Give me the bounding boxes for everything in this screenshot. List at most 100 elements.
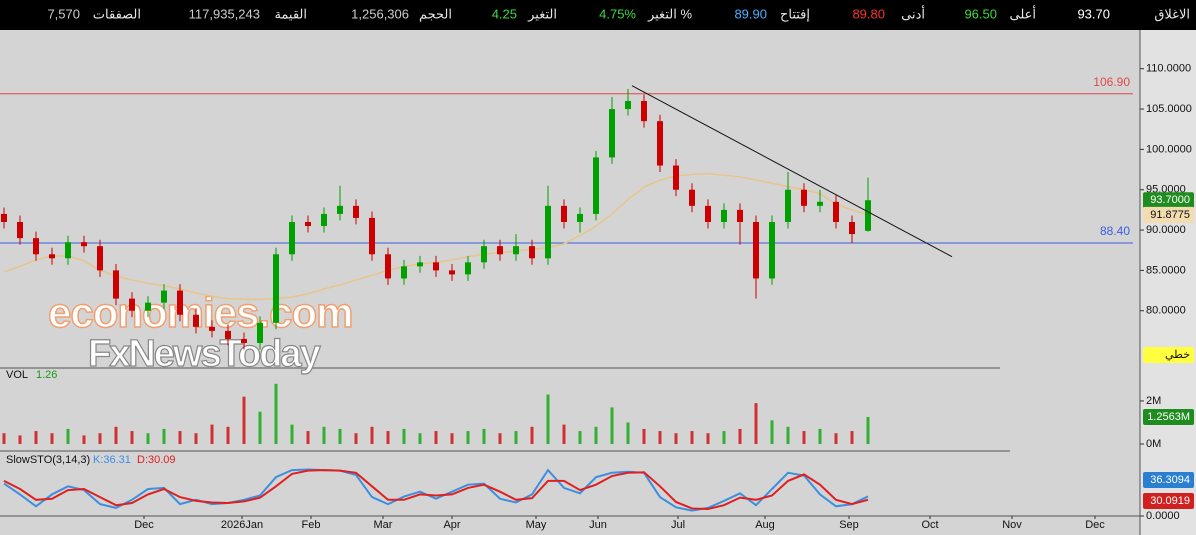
- style-badge-bg: [1143, 347, 1194, 363]
- candle-body: [257, 322, 263, 343]
- volume-bar: [290, 424, 294, 444]
- ma-badge: 91.8775: [1150, 209, 1190, 221]
- candle-body: [129, 298, 135, 311]
- ticker-label: التغير %: [647, 6, 692, 22]
- volume-bar: [466, 431, 470, 444]
- ticker-value: 4.25: [492, 6, 517, 21]
- volume-bar: [258, 411, 262, 444]
- candle-body: [817, 201, 823, 206]
- legend-entry: D:30.09: [137, 454, 176, 466]
- volume-bar: [114, 426, 118, 444]
- style-badge: خطي: [1165, 349, 1190, 361]
- ticker-value: 7,570: [47, 6, 80, 21]
- y-tick-label: 100.0000: [1146, 143, 1192, 155]
- candle-body: [289, 221, 295, 255]
- volume-bar: [738, 428, 742, 444]
- stochastic-line: [3, 468, 869, 512]
- candle-body: [641, 100, 647, 122]
- candle-body: [545, 205, 551, 259]
- candle-body: [385, 254, 391, 279]
- volume-bar: [754, 403, 758, 444]
- candle-body: [753, 221, 759, 279]
- candle-body: [657, 121, 663, 166]
- x-tick-label: Dec: [134, 519, 154, 531]
- volume-bar: [34, 431, 38, 444]
- x-tick-label: Jun: [589, 519, 607, 531]
- panel-title: SlowSTO(3,14,3): [6, 454, 90, 466]
- x-tick-label: May: [526, 519, 547, 531]
- x-tick-label: 2026Jan: [221, 519, 263, 531]
- candle-body: [529, 246, 535, 259]
- volume-bar: [322, 426, 326, 444]
- y-tick-label: 85.0000: [1146, 264, 1186, 276]
- volume-bar: [530, 426, 534, 444]
- x-tick-label: Feb: [302, 519, 321, 531]
- candle-body: [737, 209, 743, 222]
- y-tick-label: 110.0000: [1146, 63, 1191, 75]
- candle-body: [193, 314, 199, 327]
- ticker-value: 89.80: [852, 6, 885, 21]
- volume-bar: [178, 431, 182, 444]
- candle-body: [465, 262, 471, 275]
- candle-body: [241, 338, 247, 343]
- ticker-label: التغير: [527, 6, 557, 22]
- y-tick-label: 0M: [1146, 438, 1161, 450]
- candle-body: [433, 262, 439, 271]
- volume-bar: [18, 435, 22, 444]
- legend-entry: K:36.31: [93, 454, 131, 466]
- volume-bar: [66, 428, 70, 444]
- x-tick-label: Apr: [443, 519, 460, 531]
- volume-bar: [610, 407, 614, 444]
- candle-body: [81, 242, 87, 247]
- candle-body: [801, 189, 807, 206]
- volume-bar: [162, 428, 166, 444]
- volume-bar: [818, 428, 822, 444]
- volume-bar: [674, 433, 678, 444]
- panel-title: VOL: [6, 369, 28, 381]
- volume-bar: [546, 394, 550, 444]
- volume-bar: [434, 431, 438, 444]
- candle-body: [369, 217, 375, 255]
- d-badge-bg: [1143, 493, 1194, 509]
- trendline: [631, 85, 953, 258]
- volume-bar: [50, 433, 54, 444]
- candle-body: [209, 326, 215, 331]
- watermark: economies.com: [48, 289, 352, 336]
- volume-badge: 1.2563M: [1147, 411, 1190, 423]
- k-badge: 36.3094: [1150, 474, 1190, 486]
- volume-bar: [642, 428, 646, 444]
- watermark: FxNewsToday: [88, 333, 321, 375]
- volume-bar: [370, 426, 374, 444]
- candle-body: [481, 246, 487, 263]
- ticker-label: الصفقات: [93, 6, 141, 21]
- candle-body: [449, 270, 455, 275]
- volume-bar: [2, 433, 6, 444]
- volume-badge-bg: [1143, 408, 1194, 425]
- volume-bar: [802, 431, 806, 444]
- volume-bar: [626, 422, 630, 444]
- candle-body: [273, 254, 279, 323]
- candle-body: [769, 221, 775, 279]
- volume-bar: [146, 433, 150, 444]
- volume-bar: [354, 433, 358, 444]
- panel-value: 1.26: [36, 369, 57, 381]
- candle-body: [417, 262, 423, 267]
- candle-body: [833, 201, 839, 222]
- candle-body: [593, 157, 599, 214]
- candle-body: [177, 290, 183, 315]
- ma-badge-bg: [1143, 206, 1194, 223]
- x-tick-label: Oct: [921, 519, 938, 531]
- candle-body: [513, 246, 519, 255]
- candle-body: [401, 266, 407, 279]
- volume-bar: [130, 431, 134, 444]
- ticker-value: 117,935,243: [189, 6, 260, 21]
- volume-bar: [210, 424, 214, 444]
- y-tick-label: 80.0000: [1146, 305, 1186, 317]
- candle-body: [225, 330, 231, 339]
- volume-bar: [402, 428, 406, 444]
- candle-body: [625, 100, 631, 110]
- candle-body: [305, 221, 311, 227]
- volume-bar: [98, 433, 102, 444]
- last-price-badge-bg: [1143, 192, 1194, 209]
